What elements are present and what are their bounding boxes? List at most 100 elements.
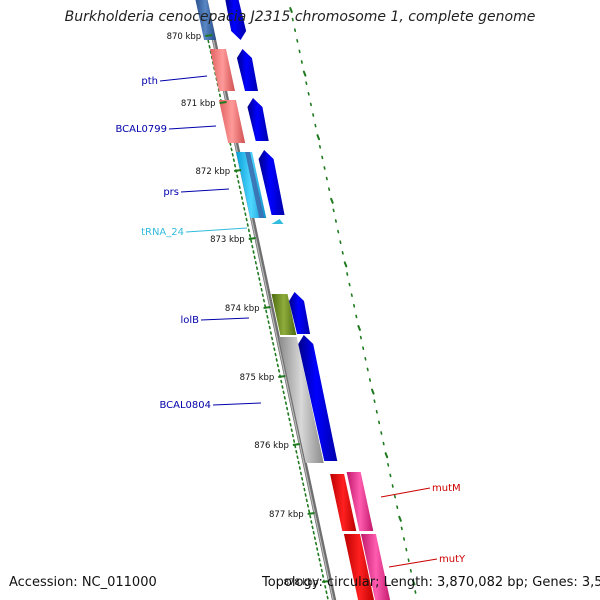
right-ruler-dot [316, 134, 321, 141]
gene-label: lolB [180, 315, 199, 326]
gene-label: tRNA_24 [141, 227, 184, 238]
right-ruler-dot [346, 272, 349, 276]
right-ruler-dot [291, 17, 294, 22]
left-ruler-dot [309, 514, 312, 519]
right-ruler-dot [300, 60, 303, 64]
left-ruler-dot [314, 541, 318, 546]
right-ruler-dot [380, 431, 383, 435]
left-ruler-dot [320, 568, 323, 573]
right-ruler-dot [289, 7, 293, 13]
right-ruler-dot [407, 558, 410, 563]
left-ruler-dot [281, 385, 284, 389]
right-ruler-dot [330, 197, 334, 204]
tick-mark [219, 101, 227, 104]
left-ruler-dot [257, 271, 260, 276]
label-leader [180, 188, 230, 193]
tick-mark [278, 375, 286, 378]
left-ruler-dot [306, 503, 309, 508]
left-ruler-dot [231, 153, 234, 157]
right-ruler-dot [402, 537, 406, 541]
left-ruler-dot [298, 466, 301, 470]
label-leader [168, 125, 217, 130]
right-ruler-dot [341, 251, 344, 255]
left-ruler-dot [229, 142, 232, 146]
left-ruler-dot [294, 444, 297, 449]
left-ruler-dot [264, 304, 267, 308]
gene-box [195, 0, 217, 40]
left-ruler-dot [272, 341, 275, 346]
left-ruler-dot [261, 293, 264, 298]
tick-mark [307, 512, 315, 515]
left-ruler-dot [287, 412, 290, 416]
left-ruler-dot [280, 379, 283, 384]
left-ruler-dot [266, 314, 269, 319]
tick-mark [322, 580, 330, 583]
right-ruler-dot [368, 378, 372, 382]
right-ruler-dot [296, 38, 299, 43]
tick-label: 876 kbp [254, 441, 289, 451]
left-ruler-dot [244, 212, 247, 216]
tick-label: 877 kbp [269, 510, 304, 520]
tick-mark [205, 34, 213, 37]
left-ruler-dot [295, 449, 298, 454]
left-ruler-dot [288, 417, 291, 422]
right-ruler-dot [309, 102, 312, 107]
left-ruler-dot [276, 363, 279, 368]
left-ruler-dot [302, 482, 305, 487]
right-ruler-dot [391, 484, 394, 488]
left-ruler-dot [258, 277, 261, 281]
left-ruler-dot [232, 158, 235, 162]
right-ruler-dot [312, 113, 315, 117]
left-ruler-dot [292, 439, 296, 443]
right-ruler-dot [332, 208, 335, 213]
backbone-highlight [204, 0, 334, 600]
right-ruler-dot [337, 229, 340, 234]
right-ruler-dot [355, 314, 358, 319]
gene-box [330, 474, 357, 531]
gene-label: pth [141, 76, 158, 87]
left-ruler-dot [296, 455, 299, 460]
right-ruler-dot [396, 505, 399, 510]
left-ruler-dot [311, 525, 314, 530]
tick-label: 871 kbp [181, 99, 216, 109]
left-ruler-dot [316, 547, 319, 551]
left-ruler-dot [310, 520, 313, 524]
cds-arrow [236, 49, 259, 91]
left-ruler-dot [325, 590, 328, 595]
gene-box [218, 100, 246, 143]
left-ruler-dot [267, 320, 270, 325]
right-ruler-dot [364, 356, 367, 361]
right-ruler-dot [293, 28, 297, 33]
right-ruler-dot [362, 346, 365, 351]
left-ruler-dot [313, 536, 316, 541]
right-ruler-dot [323, 166, 326, 170]
left-ruler-dot [208, 44, 211, 49]
left-ruler-dot [268, 325, 271, 330]
right-ruler-dot [398, 515, 402, 522]
gene-box [245, 152, 265, 218]
left-ruler-dot [275, 358, 278, 362]
gene-box [360, 534, 391, 600]
label-leader [212, 402, 262, 406]
right-ruler-dot [343, 261, 348, 268]
right-ruler-dot [298, 49, 301, 54]
right-ruler-dot [411, 579, 416, 586]
left-ruler-dot [324, 584, 327, 589]
gene-label: BCAL0799 [115, 124, 167, 135]
gene-box [343, 534, 375, 600]
left-ruler-dot [308, 509, 311, 514]
tick-label: 878 kbp [284, 578, 319, 588]
left-ruler-dot [284, 401, 287, 406]
tick-mark [248, 237, 256, 240]
left-ruler-dot [319, 563, 322, 568]
right-ruler-dot [393, 494, 397, 499]
left-ruler-dot [240, 196, 244, 200]
right-ruler-dot [328, 187, 331, 191]
left-ruler-dot [230, 147, 233, 152]
left-ruler-dot [290, 428, 293, 433]
cds-arrow [298, 335, 338, 461]
right-ruler-dot [409, 568, 412, 573]
left-ruler-dot [251, 244, 254, 249]
left-ruler-dot [274, 352, 277, 357]
